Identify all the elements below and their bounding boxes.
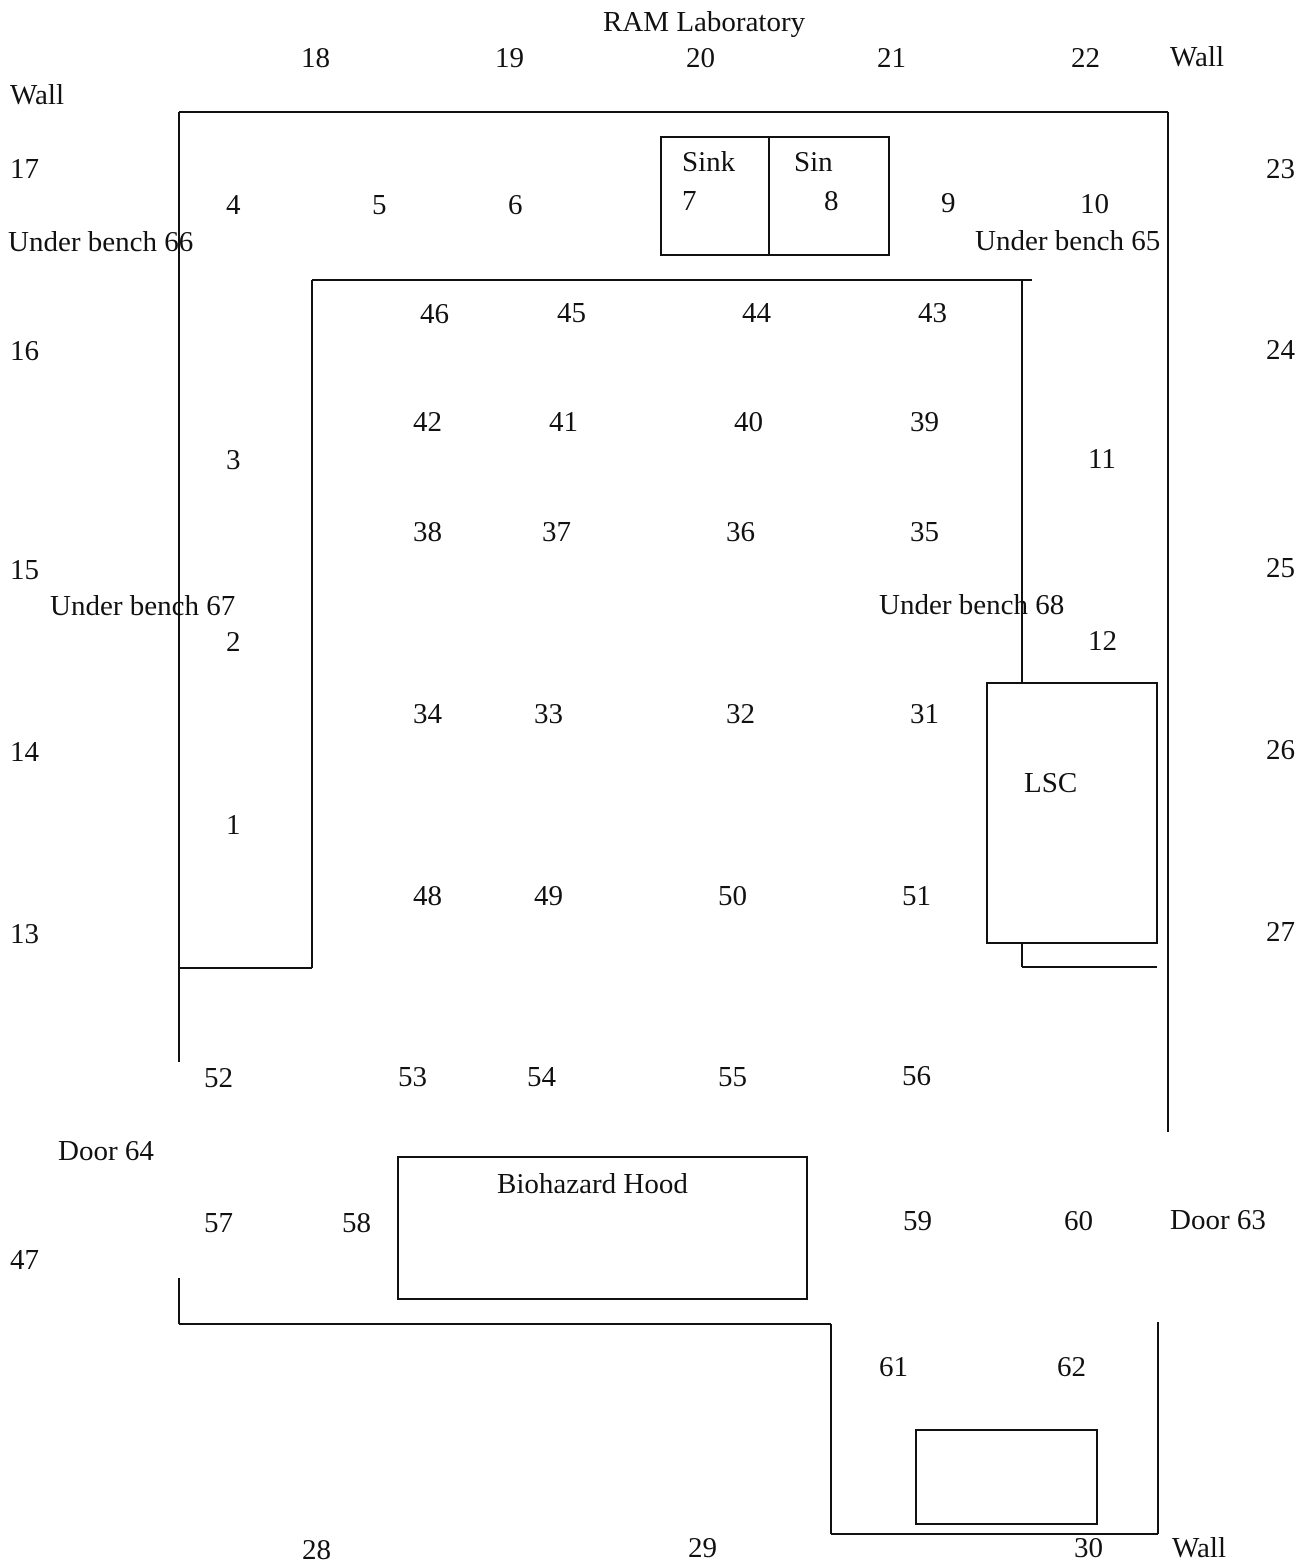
floor-point-35: 35 xyxy=(910,516,939,548)
bench-point-7: 7 xyxy=(682,185,697,217)
floor-point-56: 56 xyxy=(902,1060,931,1092)
alcove-box-outline xyxy=(915,1429,1098,1525)
floor-point-38: 38 xyxy=(413,516,442,548)
front-point-59: 59 xyxy=(903,1205,932,1237)
under-bench-67-label: Under bench 67 xyxy=(50,590,236,622)
floor-point-39: 39 xyxy=(910,406,939,438)
wall-point-26: 26 xyxy=(1266,734,1295,766)
bench-point-9: 9 xyxy=(941,187,956,219)
floor-point-48: 48 xyxy=(413,880,442,912)
under-bench-66-label: Under bench 66 xyxy=(8,226,194,258)
biohazard-hood-outline xyxy=(397,1156,808,1300)
wall-label-bottom-right: Wall xyxy=(1172,1532,1227,1564)
wall-point-19: 19 xyxy=(495,42,524,74)
wall-point-23: 23 xyxy=(1266,153,1295,185)
floor-point-50: 50 xyxy=(718,880,747,912)
wall-point-30: 30 xyxy=(1074,1532,1103,1564)
floor-point-36: 36 xyxy=(726,516,755,548)
lsc-label: LSC xyxy=(1024,767,1078,799)
wall-point-28: 28 xyxy=(302,1534,331,1566)
floor-point-51: 51 xyxy=(902,880,931,912)
floor-point-44: 44 xyxy=(742,297,771,329)
wall-point-21: 21 xyxy=(877,42,906,74)
wall-point-13: 13 xyxy=(10,918,39,950)
floor-point-52: 52 xyxy=(204,1062,233,1094)
floor-point-34: 34 xyxy=(413,698,442,730)
bench-point-1: 1 xyxy=(226,809,241,841)
front-point-60: 60 xyxy=(1064,1205,1093,1237)
wall-point-18: 18 xyxy=(301,42,330,74)
floor-point-42: 42 xyxy=(413,406,442,438)
sink-right-label: Sin xyxy=(794,146,833,178)
bench-point-8: 8 xyxy=(824,185,839,217)
wall-point-27: 27 xyxy=(1266,916,1295,948)
floor-point-32: 32 xyxy=(726,698,755,730)
bench-point-11: 11 xyxy=(1088,443,1116,475)
page-title: RAM Laboratory xyxy=(603,6,806,38)
bench-point-10: 10 xyxy=(1080,188,1109,220)
floor-point-40: 40 xyxy=(734,406,763,438)
floor-point-33: 33 xyxy=(534,698,563,730)
floor-point-31: 31 xyxy=(910,698,939,730)
under-bench-68-label: Under bench 68 xyxy=(879,589,1065,621)
floor-point-41: 41 xyxy=(549,406,578,438)
lsc-outline xyxy=(986,682,1158,944)
bench-point-3: 3 xyxy=(226,444,241,476)
alcove-point-61: 61 xyxy=(879,1351,908,1383)
front-point-57: 57 xyxy=(204,1207,233,1239)
wall-point-16: 16 xyxy=(10,335,39,367)
floor-point-49: 49 xyxy=(534,880,563,912)
floor-point-54: 54 xyxy=(527,1061,556,1093)
bench-point-12: 12 xyxy=(1088,625,1117,657)
sink-right-outline xyxy=(768,136,890,256)
bench-point-2: 2 xyxy=(226,626,241,658)
door-64-label: Door 64 xyxy=(58,1135,154,1167)
wall-point-22: 22 xyxy=(1071,42,1100,74)
wall-point-15: 15 xyxy=(10,554,39,586)
under-bench-65-label: Under bench 65 xyxy=(975,225,1161,257)
alcove-point-62: 62 xyxy=(1057,1351,1086,1383)
floor-point-46: 46 xyxy=(420,298,449,330)
floor-point-53: 53 xyxy=(398,1061,427,1093)
front-point-58: 58 xyxy=(342,1207,371,1239)
sink-left-label: Sink xyxy=(682,146,736,178)
floor-point-45: 45 xyxy=(557,297,586,329)
floor-point-43: 43 xyxy=(918,297,947,329)
wall-point-17: 17 xyxy=(10,153,39,185)
wall-point-20: 20 xyxy=(686,42,715,74)
wall-point-24: 24 xyxy=(1266,334,1295,366)
bench-point-5: 5 xyxy=(372,189,387,221)
wall-point-14: 14 xyxy=(10,736,39,768)
door-63-label: Door 63 xyxy=(1170,1204,1266,1236)
wall-label-top-right: Wall xyxy=(1170,41,1225,73)
biohazard-hood-label: Biohazard Hood xyxy=(497,1168,688,1200)
wall-point-47: 47 xyxy=(10,1244,39,1276)
floor-point-37: 37 xyxy=(542,516,571,548)
wall-point-29: 29 xyxy=(688,1532,717,1564)
bench-point-4: 4 xyxy=(226,189,241,221)
wall-point-25: 25 xyxy=(1266,552,1295,584)
bench-point-6: 6 xyxy=(508,189,523,221)
wall-label-top-left: Wall xyxy=(10,79,65,111)
floor-point-55: 55 xyxy=(718,1061,747,1093)
